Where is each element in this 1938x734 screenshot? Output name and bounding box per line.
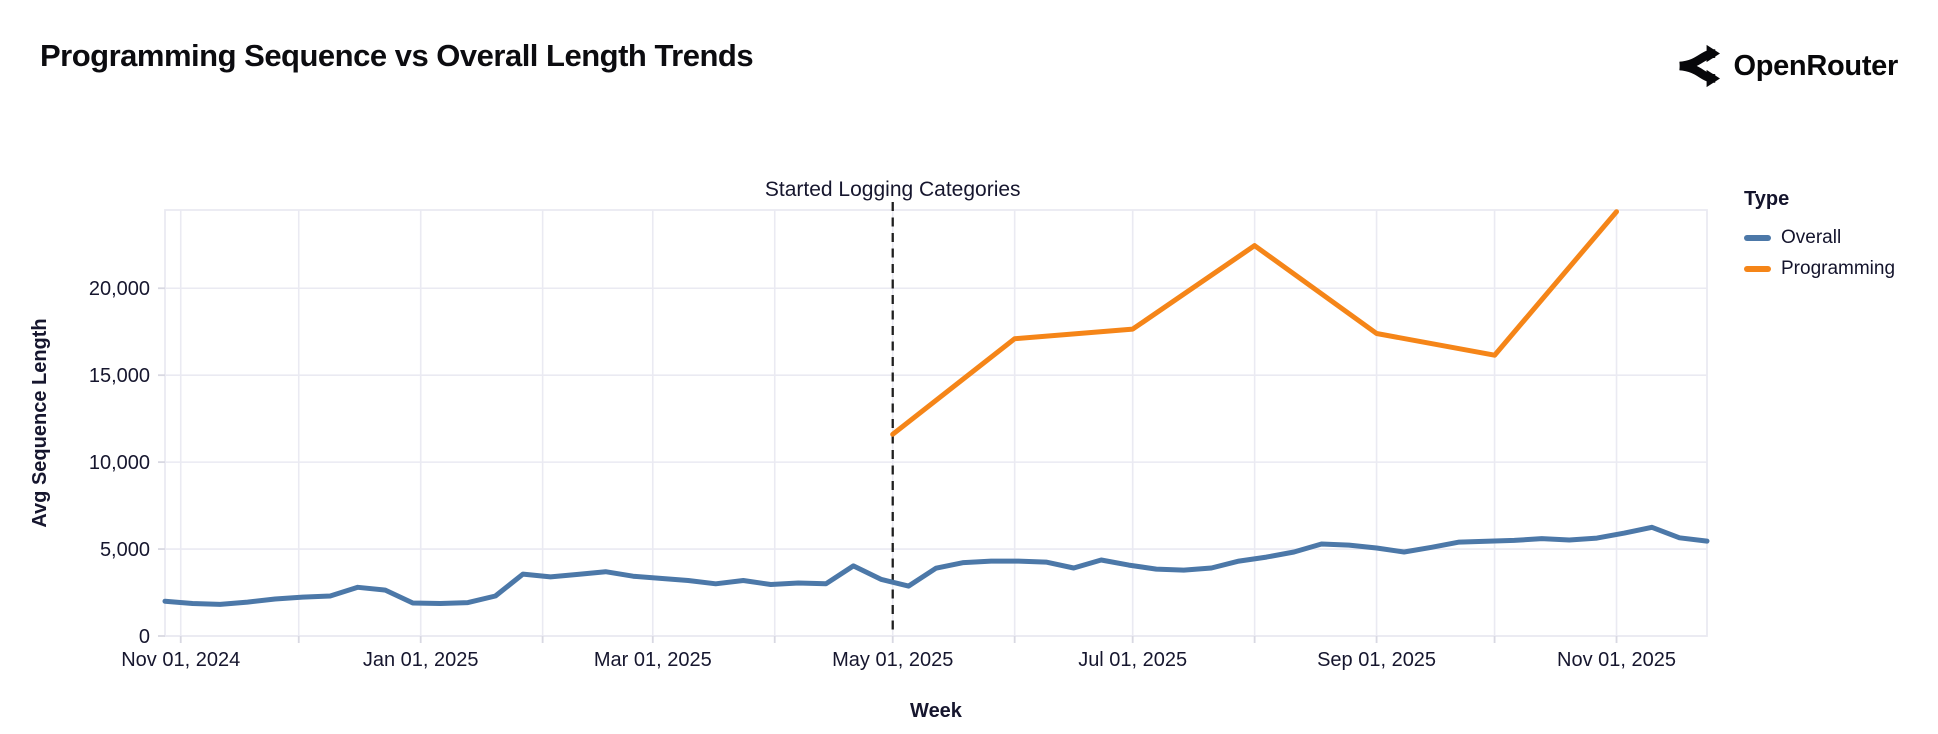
legend-swatch	[1744, 266, 1771, 272]
openrouter-brand: OpenRouter	[1674, 44, 1898, 88]
y-tick-label: 20,000	[89, 278, 150, 300]
legend-title: Type	[1744, 188, 1790, 210]
legend-swatch	[1744, 235, 1771, 241]
legend-item-programming[interactable]: Programming	[1744, 258, 1924, 280]
y-tick-label: 5,000	[100, 539, 150, 561]
x-tick-label: Sep 01, 2025	[1317, 649, 1436, 671]
legend-item-label: Programming	[1781, 258, 1896, 279]
x-tick-label: Jan 01, 2025	[363, 649, 479, 671]
x-tick-label: Nov 01, 2024	[121, 649, 240, 671]
legend-item-label: Overall	[1781, 227, 1842, 248]
x-tick-label: Jul 01, 2025	[1078, 649, 1187, 671]
x-tick-label: Mar 01, 2025	[594, 649, 712, 671]
annotation-text: Started Logging Categories	[765, 178, 1021, 201]
legend-item-overall[interactable]: Overall	[1744, 227, 1924, 249]
series-line-overall	[162, 524, 1710, 607]
y-tick-label: 10,000	[89, 452, 150, 474]
y-axis-title: Avg Sequence Length	[29, 318, 51, 527]
openrouter-logo-icon	[1679, 44, 1721, 88]
chart-legend: Type Overall Programming	[1744, 188, 1924, 289]
x-tick-label: Nov 01, 2025	[1557, 649, 1676, 671]
brand-name: OpenRouter	[1733, 49, 1898, 82]
x-tick-label: May 01, 2025	[832, 649, 953, 671]
y-tick-label: 0	[139, 626, 150, 648]
page-title: Programming Sequence vs Overall Length T…	[40, 38, 754, 73]
x-axis-title: Week	[910, 700, 963, 722]
series-line-programming	[890, 209, 1619, 437]
legend-items: Overall Programming	[1744, 227, 1924, 280]
plot-frame	[164, 209, 1708, 637]
y-tick-label: 15,000	[89, 365, 150, 387]
